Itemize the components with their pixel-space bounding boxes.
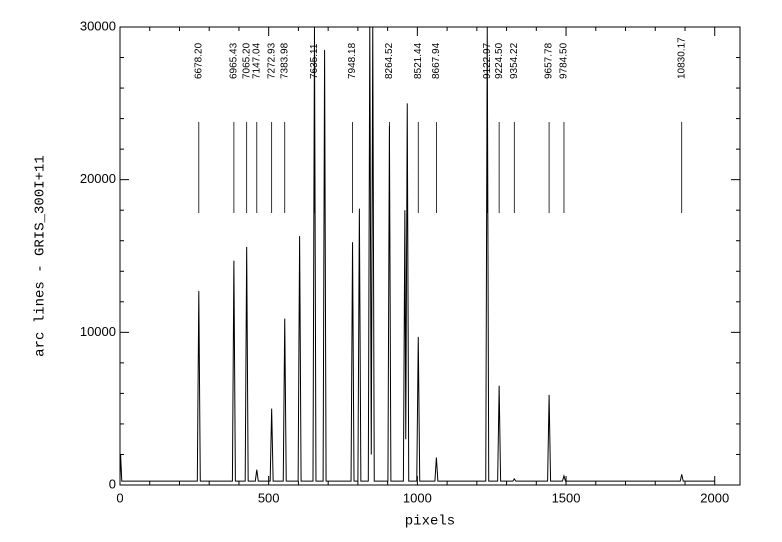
line-label: 9657.78 <box>544 42 555 79</box>
y-tick-label: 0 <box>109 476 116 491</box>
line-label: 8521.44 <box>413 42 424 79</box>
y-tick-label: 10000 <box>80 324 116 339</box>
line-label: 8667.94 <box>431 42 442 79</box>
plot-frame <box>119 26 741 486</box>
x-tick-label: 1000 <box>403 490 432 505</box>
spectrum-line <box>120 27 715 482</box>
line-label: 7948.18 <box>347 42 358 79</box>
line-label: 6965.43 <box>229 42 240 79</box>
y-tick-label: 20000 <box>80 171 116 186</box>
line-label: 9122.97 <box>482 42 493 79</box>
line-label: 9784.50 <box>559 42 570 79</box>
y-tick-label: 30000 <box>80 18 116 33</box>
x-tick-label: 1500 <box>552 490 581 505</box>
x-tick-label: 500 <box>258 490 280 505</box>
line-label: 10830.17 <box>676 37 687 79</box>
line-label: 6678.20 <box>193 42 204 79</box>
line-label: 7383.98 <box>279 42 290 79</box>
line-label: 8264.52 <box>384 42 395 79</box>
line-label: 7065.20 <box>241 42 252 79</box>
x-tick-label: 2000 <box>700 490 729 505</box>
line-label: 9354.22 <box>509 42 520 79</box>
line-label: 7272.93 <box>266 42 277 79</box>
line-label: 7635.11 <box>309 43 320 79</box>
x-axis-label: pixels <box>405 514 455 530</box>
y-axis-label: arc lines - GRIS_300I+11 <box>33 155 49 357</box>
line-label: 7147.04 <box>251 42 262 79</box>
line-label: 9224.50 <box>494 42 505 79</box>
x-tick-label: 0 <box>116 490 123 505</box>
